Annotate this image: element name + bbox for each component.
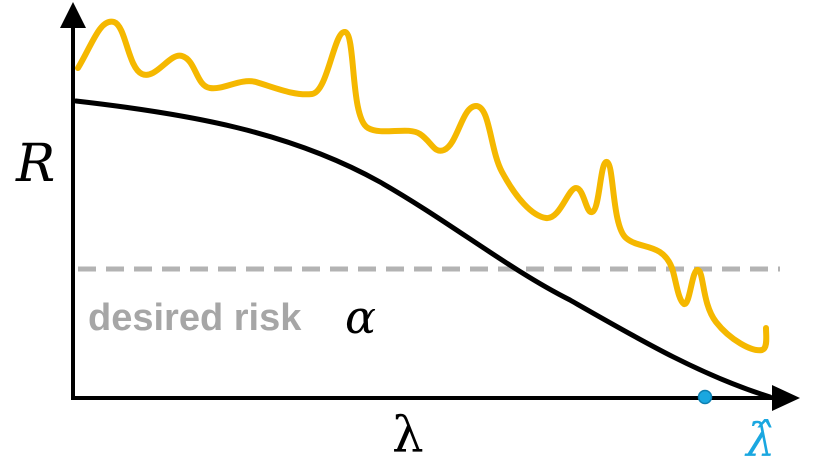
x-axis-arrowhead [772, 385, 800, 411]
desired-risk-label: desired risk [88, 297, 302, 339]
lambda-axis-label: λ [392, 406, 424, 464]
risk-axis-label: R [15, 134, 55, 194]
empirical-risk-curve [75, 18, 770, 354]
lambda-hat-point [697, 389, 713, 405]
y-axis-arrowhead [60, 2, 86, 28]
lambda-hat-label: λ̂ [744, 413, 775, 467]
true-risk-curve [73, 98, 773, 400]
alpha-symbol: α [345, 290, 376, 344]
